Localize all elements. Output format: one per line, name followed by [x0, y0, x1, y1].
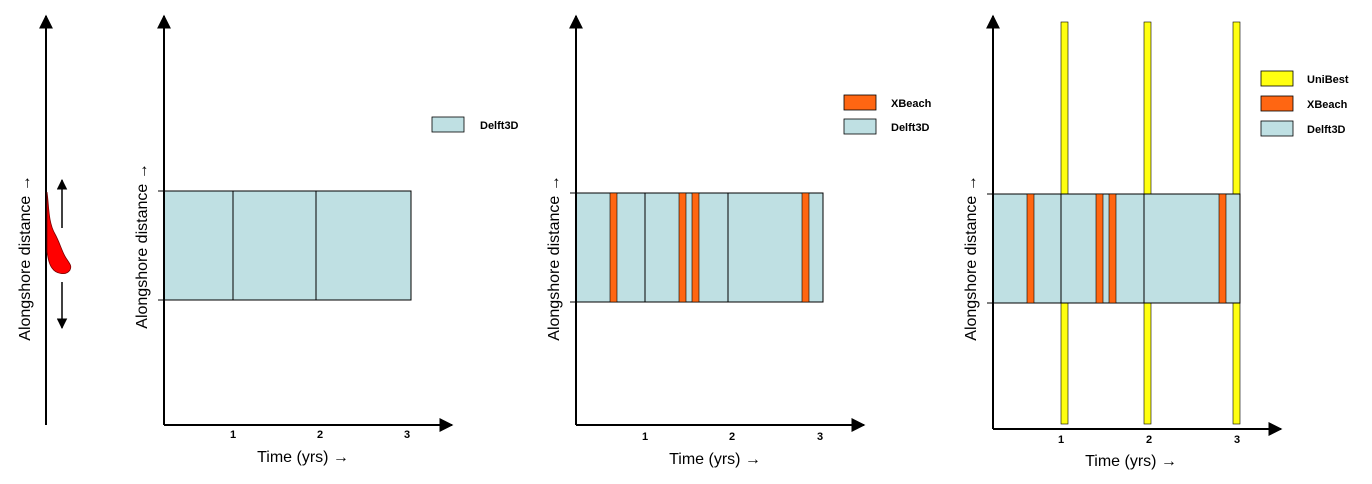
x-tick-1: 1: [642, 431, 648, 443]
xbeach-event: [1026, 193, 1035, 304]
legend-label-xbeach: XBeach: [891, 98, 932, 110]
xbeach-event: [1108, 193, 1117, 304]
x-axis-label: Time (yrs) →: [1085, 453, 1177, 470]
panel-delft3d-xbeach-unibest: 1 2 3 Time (yrs) → Alongshore distance →…: [963, 14, 1349, 470]
xbeach-event: [678, 192, 687, 303]
x-tick-1: 1: [1058, 434, 1064, 446]
xbeach-event: [801, 192, 810, 303]
legend-swatch-xbeach: [843, 94, 877, 111]
legend-swatch-delft3d: [1260, 120, 1294, 137]
x-tick-1: 1: [230, 429, 236, 441]
panel-delft3d-xbeach: 1 2 3 Time (yrs) → Alongshore distance →…: [546, 14, 932, 468]
legend-label-delft3d: Delft3D: [1307, 124, 1346, 136]
panel-delft3d-only: 1 2 3 Time (yrs) → Alongshore distance →…: [134, 14, 519, 466]
coastline-axis-label: Alongshore distance →: [17, 175, 34, 340]
y-axis-label: Alongshore distance →: [963, 175, 980, 340]
x-tick-2: 2: [729, 431, 735, 443]
legend-swatch-xbeach: [1260, 95, 1294, 112]
coastline-strip: Alongshore distance →: [17, 14, 72, 425]
x-tick-3: 3: [817, 431, 823, 443]
legend-label-xbeach: XBeach: [1307, 99, 1348, 111]
y-axis-label: Alongshore distance →: [546, 175, 563, 340]
y-axis-label: Alongshore distance →: [134, 163, 151, 328]
xbeach-event: [691, 192, 700, 303]
delft3d-domain: [163, 190, 412, 301]
coastal-feature-shape: [46, 191, 72, 274]
x-tick-3: 3: [404, 429, 410, 441]
legend-label-delft3d: Delft3D: [891, 122, 930, 134]
x-axis-label: Time (yrs) →: [257, 449, 349, 466]
legend-label-delft3d: Delft3D: [480, 120, 519, 132]
xbeach-event: [1218, 193, 1227, 304]
x-axis-label: Time (yrs) →: [669, 451, 761, 468]
legend-swatch-delft3d: [431, 116, 465, 133]
x-tick-2: 2: [317, 429, 323, 441]
legend-label-unibest: UniBest: [1307, 74, 1349, 86]
x-tick-3: 3: [1234, 434, 1240, 446]
x-tick-2: 2: [1146, 434, 1152, 446]
legend-swatch-delft3d: [843, 118, 877, 135]
xbeach-event: [1095, 193, 1104, 304]
xbeach-event: [609, 192, 618, 303]
legend-swatch-unibest: [1260, 70, 1294, 87]
